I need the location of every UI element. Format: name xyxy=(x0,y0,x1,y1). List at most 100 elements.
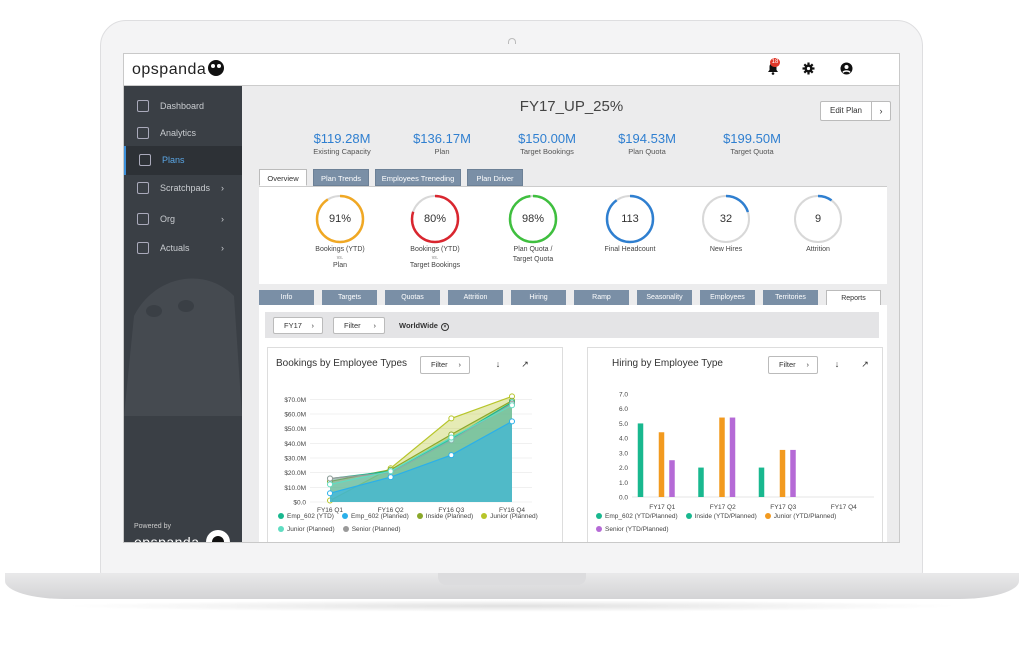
legend-label: Junior (Planned) xyxy=(287,526,335,533)
legend-swatch xyxy=(596,526,602,532)
legend-item[interactable]: Emp_602 (YTD/Planned) xyxy=(596,510,678,523)
legend-item[interactable]: Emp_602 (YTD) xyxy=(278,510,334,523)
legend-item[interactable]: Junior (YTD/Planned) xyxy=(764,510,836,523)
tab-info[interactable]: Info xyxy=(259,290,314,305)
legend-item[interactable]: Junior (Planned) xyxy=(481,510,538,523)
ring-value: 9 xyxy=(814,213,822,225)
legend-label: Emp_602 (Planned) xyxy=(350,513,409,520)
ring-label: Attrition xyxy=(768,245,868,255)
laptop-notch xyxy=(438,573,586,585)
legend-label: Inside (YTD/Planned) xyxy=(694,513,757,520)
ring-label-vs: vs. xyxy=(431,255,439,261)
kpi-item: $194.53M Plan Quota xyxy=(592,131,702,156)
user-icon[interactable] xyxy=(839,62,853,76)
tab-overview[interactable]: Overview xyxy=(259,169,307,186)
edit-icon xyxy=(137,182,149,194)
y-tick-label: 2.0 xyxy=(619,465,628,472)
powered-by-logo: opspanda xyxy=(134,534,200,543)
sidebar-item-label: Analytics xyxy=(160,128,197,138)
tab-quotas[interactable]: Quotas xyxy=(385,290,440,305)
ring-label: Bookings (YTD) vs. Plan xyxy=(290,245,390,271)
legend-item[interactable]: Inside (YTD/Planned) xyxy=(685,510,757,523)
chart-title: Hiring by Employee Type xyxy=(612,358,723,369)
ring-label-line1: New Hires xyxy=(709,246,743,253)
bar xyxy=(658,432,665,497)
tab-employees-treneding[interactable]: Employees Treneding xyxy=(375,169,461,186)
chart-filter-button[interactable]: Filter › xyxy=(420,356,470,374)
bar xyxy=(698,467,704,497)
kpi-label: Existing Capacity xyxy=(313,147,371,156)
sidebar-item-scratchpads[interactable]: Scratchpads › xyxy=(124,174,242,203)
legend-label: Senior (YTD/Planned) xyxy=(605,526,669,533)
chart-filter-button[interactable]: Filter › xyxy=(768,356,818,374)
y-tick-label: 5.0 xyxy=(619,421,628,428)
tab-hiring[interactable]: Hiring xyxy=(511,290,566,305)
lightbulb-icon xyxy=(137,127,149,139)
tab-targets[interactable]: Targets xyxy=(322,290,377,305)
gear-icon[interactable] xyxy=(801,62,815,76)
bar xyxy=(729,417,736,497)
metric-ring: 9 xyxy=(792,193,844,245)
filter-button[interactable]: Filter › xyxy=(333,317,385,334)
sidebar-item-label: Dashboard xyxy=(160,101,205,111)
sidebar-item-dashboard[interactable]: Dashboard xyxy=(124,92,242,121)
tab-reports[interactable]: Reports xyxy=(826,290,881,305)
download-icon[interactable]: ↓ xyxy=(834,359,840,369)
ring-progress xyxy=(701,194,751,244)
main-content: FY17_UP_25% Edit Plan › $119.28M Existing… xyxy=(242,86,899,542)
tab-attrition[interactable]: Attrition xyxy=(448,290,503,305)
share-icon xyxy=(137,242,149,254)
ring-label: Plan Quota / Target Quota xyxy=(483,245,583,265)
ring-progress xyxy=(315,194,365,244)
legend-swatch xyxy=(685,513,692,519)
legend-item[interactable]: Emp_602 (Planned) xyxy=(341,510,409,523)
ring-label: Bookings (YTD) vs. Target Bookings xyxy=(385,245,485,271)
sidebar-item-org[interactable]: Org › xyxy=(124,205,242,234)
home-icon xyxy=(137,100,149,112)
legend-swatch xyxy=(416,513,423,519)
fy-filter-button[interactable]: FY17 › xyxy=(273,317,323,334)
expand-icon[interactable]: ↗ xyxy=(521,359,529,369)
series-line xyxy=(329,403,513,480)
app-logo[interactable]: opspanda xyxy=(132,60,225,79)
legend-item[interactable]: Senior (YTD/Planned) xyxy=(596,523,669,536)
tab-plan-trends[interactable]: Plan Trends xyxy=(313,169,369,186)
tab-employees[interactable]: Employees xyxy=(700,290,755,305)
ring-label-line1: Plan Quota / xyxy=(513,246,553,253)
legend-item[interactable]: Senior (Planned) xyxy=(342,523,400,536)
sidebar-item-analytics[interactable]: Analytics xyxy=(124,119,242,148)
expand-icon[interactable]: ↗ xyxy=(861,359,869,369)
edit-plan-arrow-button[interactable]: › xyxy=(871,101,891,121)
ring-progress xyxy=(410,194,460,244)
y-tick-label: $10.0M xyxy=(284,485,306,492)
page-title: FY17_UP_25% xyxy=(519,98,624,115)
tab-ramp[interactable]: Ramp xyxy=(574,290,629,305)
legend-item[interactable]: Inside (Planned) xyxy=(416,510,473,523)
edit-plan-button[interactable]: Edit Plan xyxy=(820,101,872,121)
data-point xyxy=(327,490,333,497)
download-icon[interactable]: ↓ xyxy=(495,359,501,369)
series-line xyxy=(329,420,513,494)
kpi-label: Target Bookings xyxy=(520,147,574,156)
bar xyxy=(758,467,765,497)
legend-label: Emp_602 (YTD/Planned) xyxy=(605,513,678,520)
metric-ring: 113 xyxy=(604,193,656,245)
sidebar-item-actuals[interactable]: Actuals › xyxy=(124,234,242,263)
y-tick-label: 6.0 xyxy=(619,406,628,413)
kpi-label: Plan Quota xyxy=(628,147,666,156)
sidebar: Dashboard Analytics Plans Scratchpads › Org › A… xyxy=(124,86,242,543)
clear-scope-icon[interactable]: × xyxy=(440,323,449,331)
y-tick-label: 0.0 xyxy=(619,495,628,502)
data-point xyxy=(448,434,455,441)
panda-watermark xyxy=(124,278,242,416)
filter-bar: FY17 › Filter › WorldWide × xyxy=(265,312,879,338)
tab-plan-driver[interactable]: Plan Driver xyxy=(467,169,523,186)
chart-legend: Emp_602 (YTD/Planned) Inside (YTD/Planned… xyxy=(596,510,880,536)
ring-label-line2: Plan xyxy=(332,262,347,269)
tab-seasonality[interactable]: Seasonality xyxy=(637,290,692,305)
tab-territories[interactable]: Territories xyxy=(763,290,818,305)
share-icon xyxy=(137,213,149,225)
sidebar-item-plans[interactable]: Plans xyxy=(124,146,242,175)
legend-item[interactable]: Junior (Planned) xyxy=(278,523,335,536)
ring-label-vs: vs. xyxy=(336,255,344,261)
